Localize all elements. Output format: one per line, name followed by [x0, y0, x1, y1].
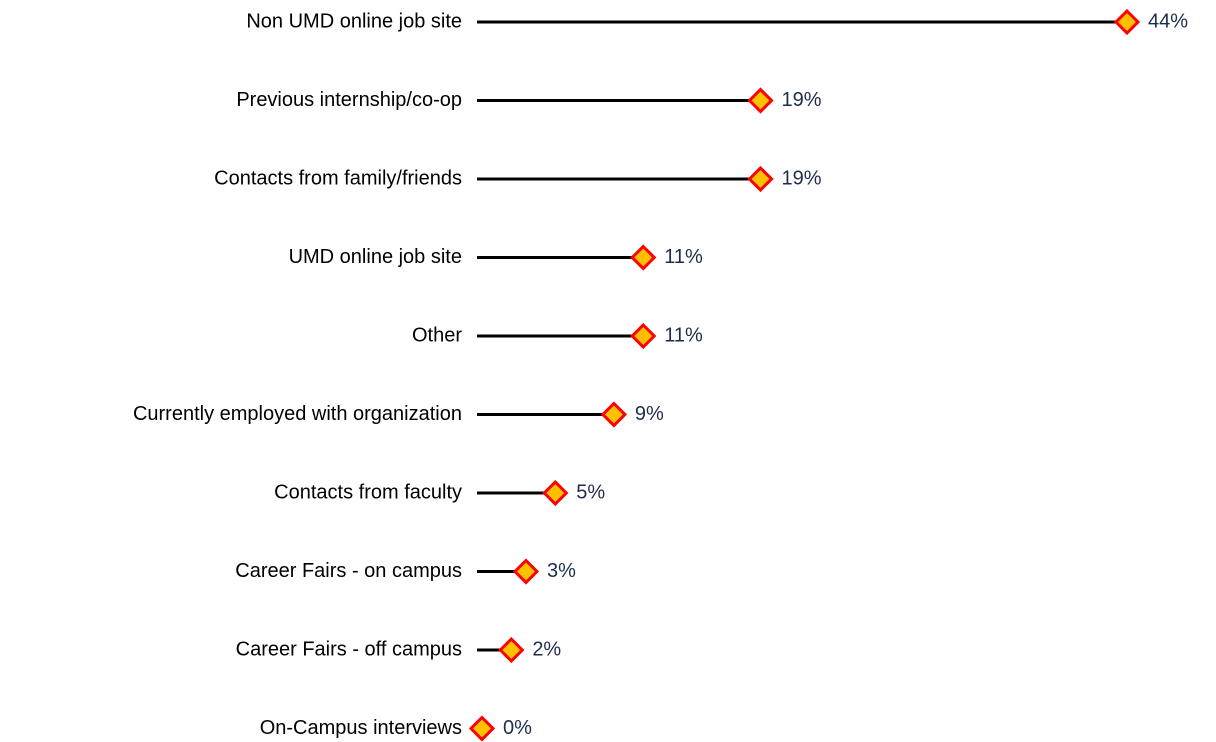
marker [512, 558, 540, 585]
marker [498, 636, 525, 664]
marker [747, 165, 774, 193]
category-label: On-Campus interviews [260, 717, 462, 739]
category-label: UMD online job site [289, 246, 462, 268]
marker [630, 322, 657, 350]
category-label: Contacts from faculty [274, 481, 462, 503]
category-label: Other [412, 324, 462, 346]
value-label: 0% [503, 717, 532, 739]
value-label: 19% [782, 89, 822, 111]
value-label: 2% [532, 638, 561, 660]
marker [630, 244, 657, 271]
category-label: Career Fairs - off campus [236, 638, 462, 660]
marker [1113, 8, 1141, 36]
value-label: 9% [635, 403, 664, 425]
marker [600, 401, 628, 428]
category-label: Non UMD online job site [246, 10, 462, 32]
value-label: 19% [782, 167, 822, 189]
category-label: Previous internship/co-op [236, 89, 462, 111]
value-label: 5% [576, 481, 605, 503]
category-label: Currently employed with organization [133, 403, 462, 425]
value-label: 3% [547, 560, 576, 582]
value-label: 11% [664, 324, 703, 346]
marker [747, 87, 774, 114]
marker [542, 479, 569, 507]
marker [468, 715, 496, 742]
value-label: 44% [1148, 10, 1188, 32]
value-label: 11% [664, 246, 703, 268]
category-label: Career Fairs - on campus [235, 560, 462, 582]
category-label: Contacts from family/friends [214, 167, 462, 189]
